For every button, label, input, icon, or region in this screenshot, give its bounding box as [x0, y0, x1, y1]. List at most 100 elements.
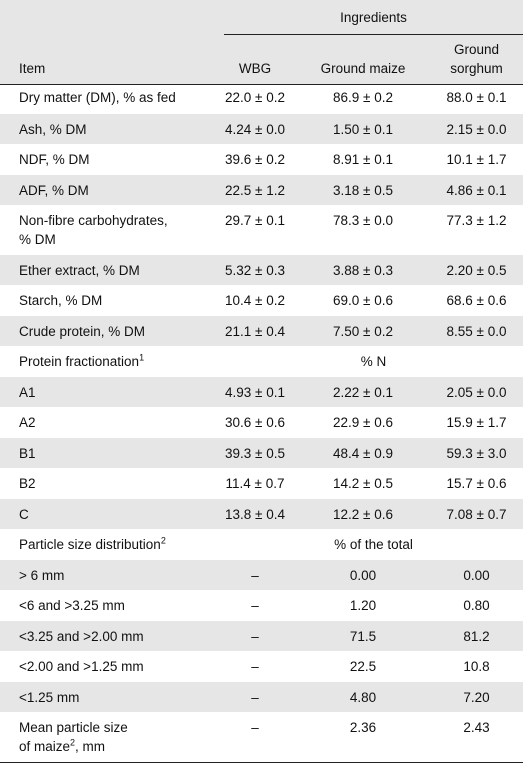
- row-wbg: 22.0 ± 0.2: [225, 90, 285, 105]
- table-bottom-rule: [0, 762, 523, 763]
- table-row: Starch, % DM 10.4 ± 0.2 69.0 ± 0.6 68.6 …: [0, 286, 523, 316]
- row-ground-sorghum: 4.86 ± 0.1: [446, 183, 507, 198]
- row-wbg: –: [251, 598, 259, 613]
- row-wbg: –: [251, 629, 259, 644]
- row-item: ADF, % DM: [19, 183, 89, 198]
- section-label-protein-fractionation: Protein fractionation1: [19, 352, 224, 371]
- row-wbg: 21.1 ± 0.4: [225, 324, 285, 339]
- row-ground-maize: 8.91 ± 0.1: [333, 152, 393, 167]
- row-item-line2-unit: , mm: [75, 739, 106, 754]
- table-row: <2.00 and >1.25 mm – 22.5 10.8: [0, 652, 523, 682]
- row-ground-sorghum: 7.20: [463, 690, 490, 705]
- row-ground-maize: 2.22 ± 0.1: [333, 385, 393, 400]
- row-ground-maize: 4.80: [349, 690, 377, 705]
- row-ground-maize: 22.9 ± 0.6: [333, 415, 393, 430]
- row-wbg: –: [251, 720, 259, 735]
- row-wbg: 11.4 ± 0.7: [225, 476, 285, 491]
- row-ground-sorghum: 88.0 ± 0.1: [446, 90, 507, 105]
- row-item: <3.25 and >2.00 mm: [19, 629, 144, 644]
- row-wbg: 4.93 ± 0.1: [225, 385, 285, 400]
- row-item: Crude protein, % DM: [19, 324, 146, 339]
- row-ground-sorghum: 68.6 ± 0.6: [446, 293, 507, 308]
- row-ground-sorghum: 2.43: [463, 720, 490, 735]
- row-ground-sorghum: 77.3 ± 1.2: [446, 213, 507, 228]
- footnote-marker: 1: [139, 352, 145, 363]
- table-row: A2 30.6 ± 0.6 22.9 ± 0.6 15.9 ± 1.7: [0, 408, 523, 438]
- table-row: > 6 mm – 0.00 0.00: [0, 560, 523, 590]
- table-row-section: Particle size distribution2 % of the tot…: [0, 530, 523, 560]
- column-header-ground-sorghum: Ground sorghum: [430, 40, 523, 78]
- row-wbg: 39.3 ± 0.5: [225, 446, 285, 461]
- footnote-marker: 2: [160, 535, 166, 546]
- group-header-ingredients: Ingredients: [340, 10, 407, 25]
- row-ground-maize: 69.0 ± 0.6: [333, 293, 393, 308]
- row-ground-sorghum: 10.8: [463, 659, 490, 674]
- table-row: Dry matter (DM), % as fed 22.0 ± 0.2 86.…: [0, 84, 523, 113]
- row-wbg: 10.4 ± 0.2: [225, 293, 285, 308]
- row-item-line2: % DM: [19, 232, 56, 247]
- row-item-line1: Non-fibre carbohydrates,: [19, 213, 168, 228]
- table-row: NDF, % DM 39.6 ± 0.2 8.91 ± 0.1 10.1 ± 1…: [0, 145, 523, 175]
- row-ground-maize: 71.5: [349, 629, 377, 644]
- row-item: B2: [19, 476, 36, 491]
- row-wbg: –: [251, 690, 259, 705]
- row-item: NDF, % DM: [19, 152, 90, 167]
- row-ground-maize: 78.3 ± 0.0: [333, 213, 393, 228]
- column-header-ground-maize: Ground maize: [320, 61, 406, 76]
- row-ground-sorghum: 15.7 ± 0.6: [446, 476, 507, 491]
- row-ground-sorghum: 2.05 ± 0.0: [446, 385, 507, 400]
- row-ground-maize: 12.2 ± 0.6: [333, 507, 393, 522]
- table-row: Ether extract, % DM 5.32 ± 0.3 3.88 ± 0.…: [0, 255, 523, 285]
- table-row: Crude protein, % DM 21.1 ± 0.4 7.50 ± 0.…: [0, 316, 523, 346]
- table-header: Ingredients Item WBG Ground maize Ground…: [0, 0, 523, 85]
- column-header-wbg: WBG: [238, 61, 272, 76]
- row-wbg: 22.5 ± 1.2: [225, 183, 285, 198]
- section-label-text: Particle size distribution: [19, 537, 161, 552]
- row-ground-maize: 7.50 ± 0.2: [333, 324, 393, 339]
- table-row: Non-fibre carbohydrates, % DM 29.7 ± 0.1…: [0, 206, 523, 254]
- row-item-line2-text: of maize: [19, 739, 71, 754]
- table-row: <1.25 mm – 4.80 7.20: [0, 682, 523, 712]
- table-row: B2 11.4 ± 0.7 14.2 ± 0.5 15.7 ± 0.6: [0, 469, 523, 499]
- row-item: <2.00 and >1.25 mm: [19, 659, 144, 674]
- row-ground-sorghum: 0.80: [463, 598, 490, 613]
- row-ground-maize: 1.20: [349, 598, 377, 613]
- row-ground-sorghum: 59.3 ± 3.0: [446, 446, 507, 461]
- row-wbg: 29.7 ± 0.1: [225, 213, 285, 228]
- row-item: B1: [19, 446, 36, 461]
- row-item: Dry matter (DM), % as fed: [19, 90, 176, 105]
- footnote-marker: 2: [70, 737, 76, 748]
- row-wbg: 4.24 ± 0.0: [225, 122, 285, 137]
- row-item-line1: Mean particle size: [19, 720, 128, 735]
- row-wbg: –: [251, 659, 259, 674]
- table-row: ADF, % DM 22.5 ± 1.2 3.18 ± 0.5 4.86 ± 0…: [0, 175, 523, 205]
- row-ground-maize: 22.5: [349, 659, 377, 674]
- row-ground-sorghum: 2.20 ± 0.5: [446, 263, 507, 278]
- row-item: Ash, % DM: [19, 122, 87, 137]
- table-row: <6 and >3.25 mm – 1.20 0.80: [0, 591, 523, 621]
- row-ground-sorghum: 0.00: [463, 568, 490, 583]
- row-ground-maize: 14.2 ± 0.5: [333, 476, 393, 491]
- row-ground-maize: 86.9 ± 0.2: [333, 90, 393, 105]
- row-ground-maize: 1.50 ± 0.1: [333, 122, 393, 137]
- column-header-item: Item: [19, 61, 46, 76]
- row-item: A1: [19, 385, 36, 400]
- section-label-text: Protein fractionation: [19, 354, 140, 369]
- column-header-ground-sorghum-line1: Ground: [453, 42, 500, 57]
- row-ground-maize: 48.4 ± 0.9: [333, 446, 393, 461]
- row-ground-sorghum: 81.2: [463, 629, 490, 644]
- table-row: Ash, % DM 4.24 ± 0.0 1.50 ± 0.1 2.15 ± 0…: [0, 114, 523, 144]
- row-wbg: 13.8 ± 0.4: [225, 507, 285, 522]
- table-row: Mean particle size of maize2, mm – 2.36 …: [0, 713, 523, 762]
- table-row-section: Protein fractionation1 % N: [0, 347, 523, 377]
- section-label-particle-size: Particle size distribution2: [19, 535, 224, 554]
- row-ground-maize: 0.00: [349, 568, 377, 583]
- row-item-line2: of maize2, mm: [19, 737, 224, 756]
- section-unit-label: % of the total: [334, 537, 413, 552]
- row-item: Starch, % DM: [19, 293, 103, 308]
- table-row: C 13.8 ± 0.4 12.2 ± 0.6 7.08 ± 0.7: [0, 499, 523, 529]
- row-ground-maize: 3.88 ± 0.3: [333, 263, 393, 278]
- table-row: A1 4.93 ± 0.1 2.22 ± 0.1 2.05 ± 0.0: [0, 377, 523, 407]
- row-ground-sorghum: 7.08 ± 0.7: [446, 507, 507, 522]
